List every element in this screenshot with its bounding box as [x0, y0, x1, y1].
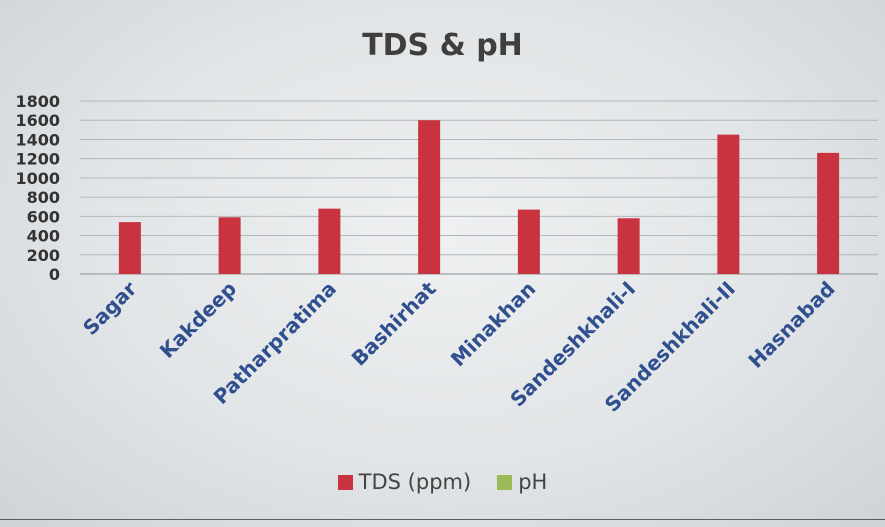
legend-label-ph: pH [518, 470, 548, 494]
legend-label-tds: TDS (ppm) [358, 470, 472, 494]
y-tick-label-800: 800 [27, 188, 60, 207]
y-tick-label-1600: 1600 [15, 111, 60, 130]
legend-item-tds: TDS (ppm) [337, 470, 472, 494]
bar-kakdeep [218, 217, 241, 274]
bar-sandeshkhali-i [617, 218, 640, 274]
legend: TDS (ppm) pH [0, 470, 885, 494]
y-tick-label-1400: 1400 [15, 130, 60, 149]
legend-swatch-tds [337, 474, 353, 490]
x-tick-label-kakdeep: Kakdeep [155, 277, 241, 363]
y-tick-label-400: 400 [27, 227, 60, 246]
legend-swatch-ph [497, 474, 513, 490]
y-tick-label-0: 0 [49, 265, 60, 284]
bar-sagar [118, 222, 141, 274]
bottom-border [0, 519, 885, 520]
chart-title: TDS & pH [362, 28, 523, 63]
bar-bashirhat [418, 120, 441, 274]
bar-hasnabad [817, 152, 840, 274]
x-tick-label-minakhan: Minakhan [446, 277, 541, 372]
bar-patharpratima [318, 208, 341, 274]
bar-sandeshkhali-ii [717, 134, 740, 274]
legend-item-ph: pH [497, 470, 547, 494]
x-tick-label-bashirhat: Bashirhat [347, 276, 441, 370]
y-tick-label-200: 200 [27, 246, 60, 265]
y-tick-label-1000: 1000 [15, 169, 60, 188]
y-tick-label-600: 600 [27, 207, 60, 226]
x-tick-label-hasnabad: Hasnabad [743, 277, 839, 373]
y-tick-label-1800: 1800 [15, 92, 60, 111]
x-tick-label-sagar: Sagar [78, 276, 141, 339]
y-tick-label-1200: 1200 [15, 150, 60, 169]
bar-minakhan [517, 209, 540, 274]
